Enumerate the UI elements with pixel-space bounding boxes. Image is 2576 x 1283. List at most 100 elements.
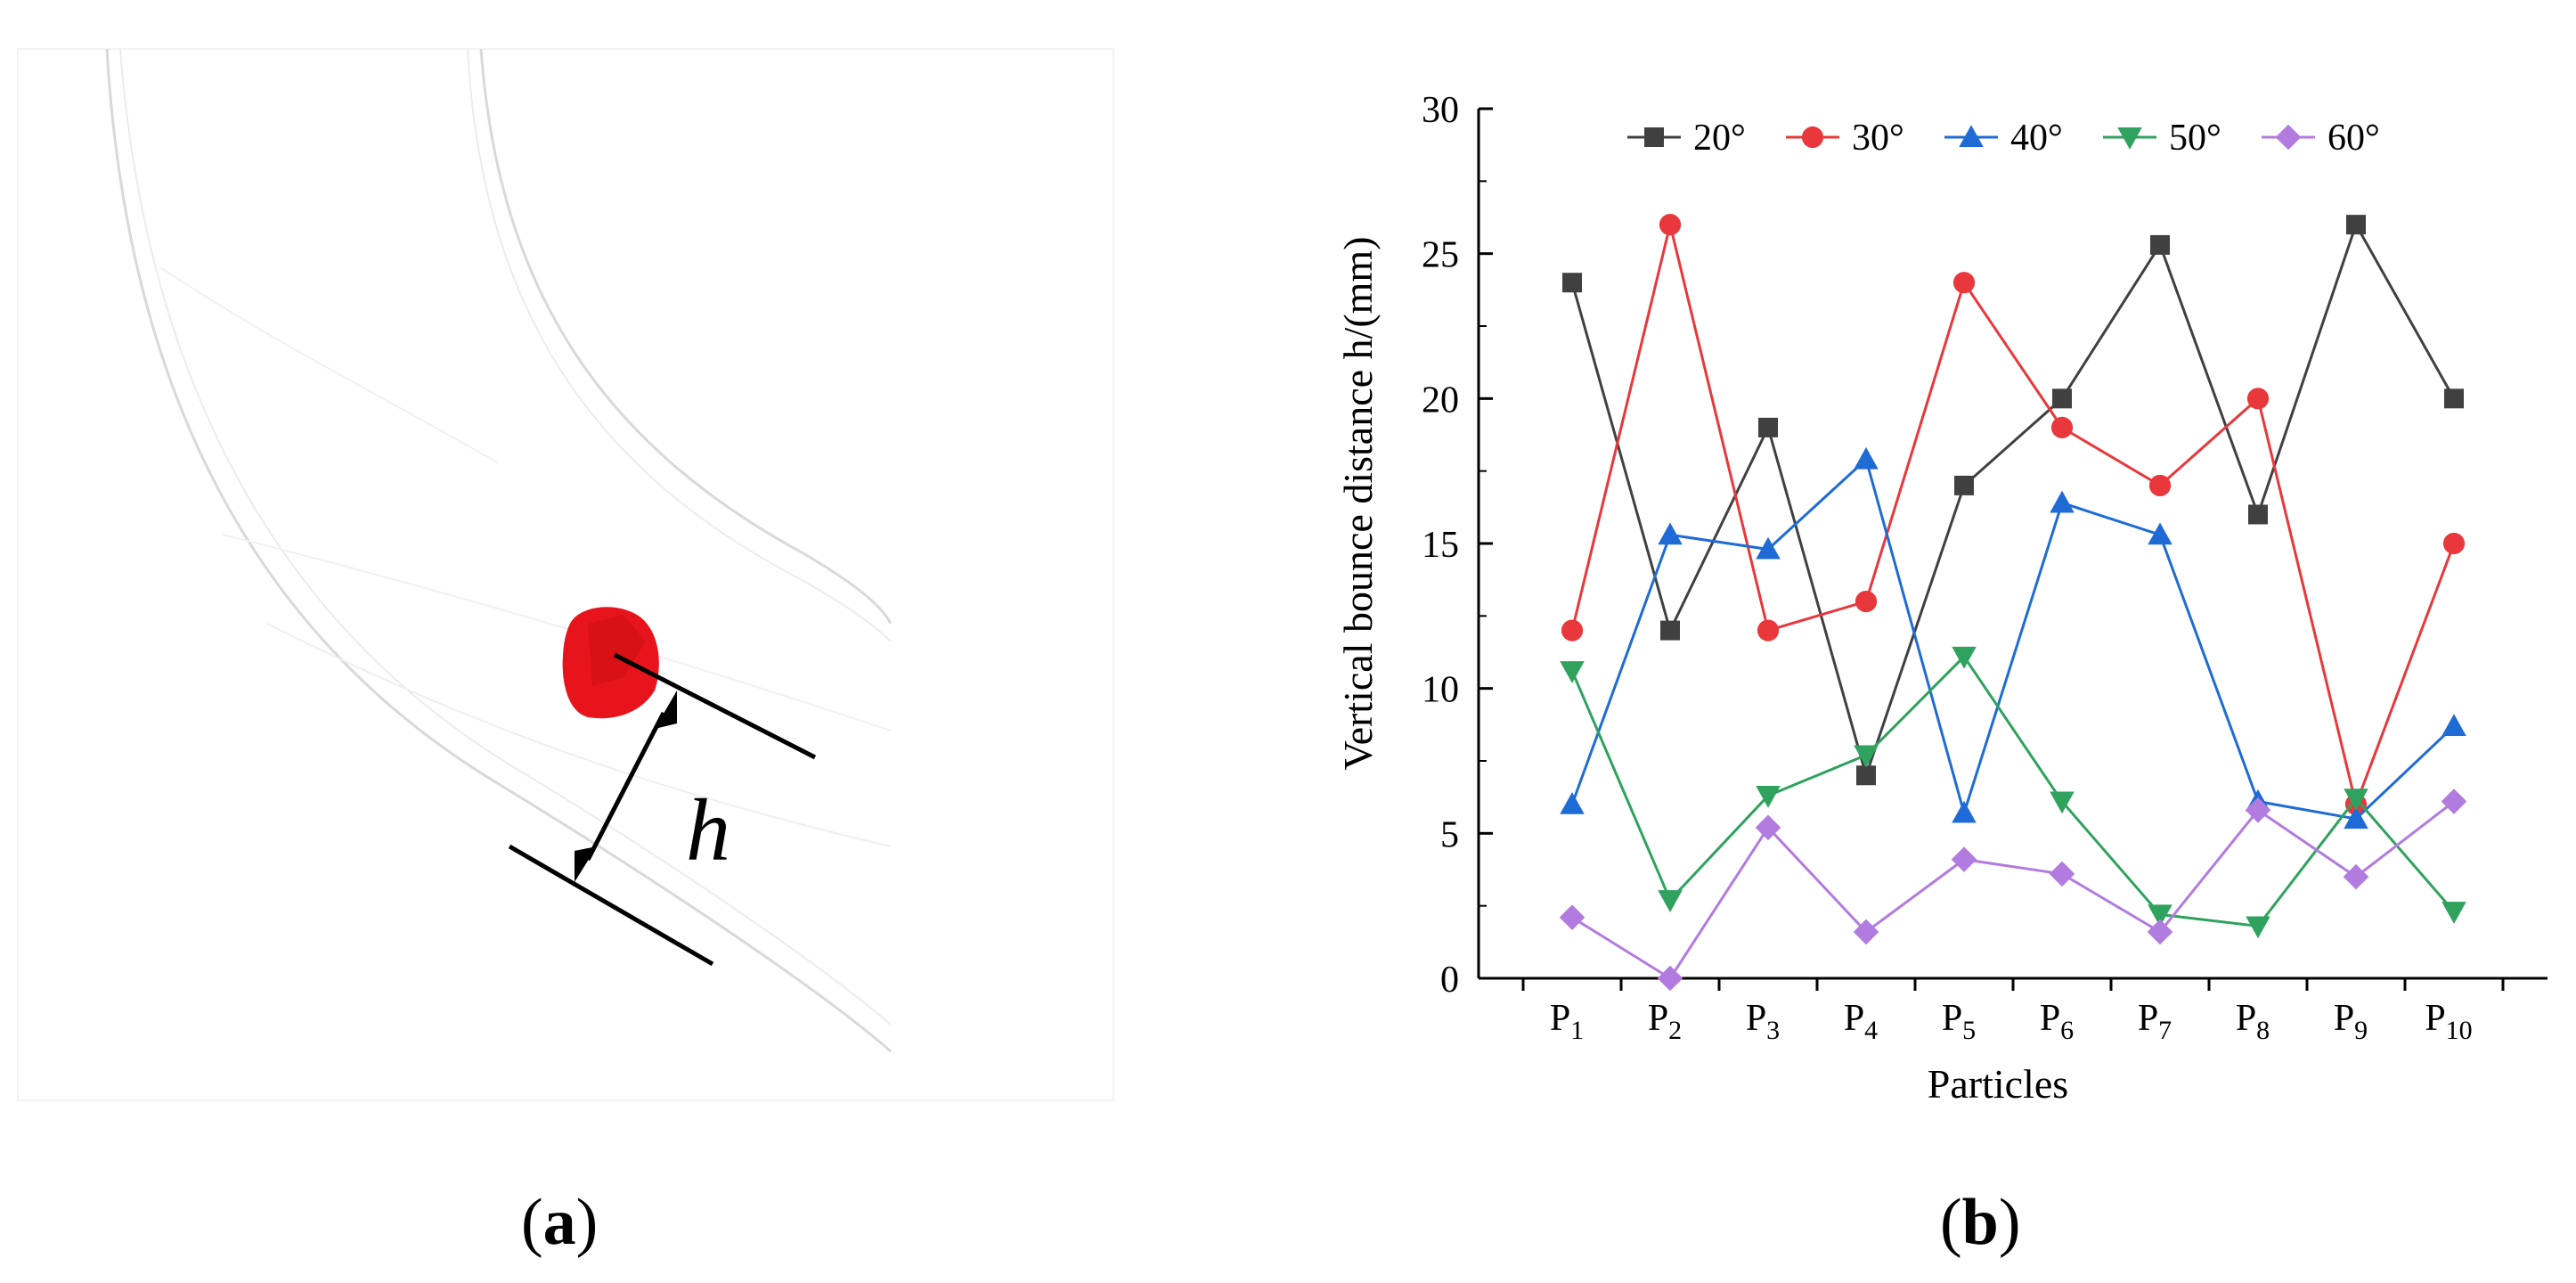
legend-item: 50° <box>2103 118 2221 159</box>
dimension-arrow-line <box>585 711 666 862</box>
series-4 <box>1559 789 2467 992</box>
data-point <box>1562 273 1582 293</box>
legend-item: 20° <box>1627 118 1746 159</box>
data-point <box>2346 215 2366 235</box>
data-point <box>1560 792 1585 814</box>
data-point <box>2344 806 2368 829</box>
data-point <box>2049 861 2075 887</box>
data-point <box>1952 646 1977 669</box>
data-point <box>1756 786 1781 808</box>
y-tick-label: 20 <box>1422 380 1459 421</box>
y-tick-label: 15 <box>1422 525 1459 566</box>
series-line <box>1570 654 2456 928</box>
legend-item: 40° <box>1944 118 2063 159</box>
data-point <box>2344 789 2368 812</box>
y-axis-label: Vertical bounce distance h/(mm) <box>1335 236 1381 770</box>
data-point <box>1658 522 1683 545</box>
x-tick-label: P8 <box>2236 998 2270 1045</box>
data-point <box>1952 800 1977 823</box>
lower-reference-line <box>508 844 714 967</box>
chart-ticks: 0 5 10 15 20 25 30 P1 P2 P3 P4 P5 P6 P7 P8 P9 P10 <box>1422 90 2505 1045</box>
caption-a: (a) <box>521 1186 599 1259</box>
series-0 <box>1562 215 2464 786</box>
series-line <box>1571 800 2455 981</box>
series-line <box>1570 224 2456 809</box>
data-point <box>1854 446 1879 470</box>
data-point <box>2248 504 2268 525</box>
legend-marker <box>2275 124 2302 151</box>
data-point <box>1954 475 1974 495</box>
data-point <box>1951 846 1977 872</box>
data-point <box>2148 474 2172 497</box>
y-tick-label: 25 <box>1422 235 1459 276</box>
legend-marker <box>1644 127 1664 147</box>
y-tick-label: 0 <box>1440 960 1459 1001</box>
data-point <box>2050 490 2075 513</box>
data-point <box>2343 863 2369 890</box>
data-point <box>2246 916 2270 939</box>
pipe-bend <box>105 48 893 1053</box>
data-point <box>2441 714 2466 736</box>
series-line <box>1570 221 2456 780</box>
legend-marker <box>1959 125 1984 147</box>
data-point <box>2147 919 2173 945</box>
illustration-frame <box>17 48 1114 1101</box>
legend-label: 30° <box>1852 118 1904 159</box>
x-tick-label: P6 <box>2040 998 2074 1045</box>
data-point <box>1559 904 1586 930</box>
y-tick-label: 10 <box>1422 670 1459 711</box>
data-point <box>1657 965 1683 992</box>
x-tick-label: P5 <box>1942 998 1976 1045</box>
data-point <box>1755 814 1781 841</box>
legend-label: 40° <box>2010 118 2063 159</box>
data-point <box>2444 388 2464 409</box>
legend-item: 60° <box>2262 118 2380 159</box>
series-line <box>1570 456 2456 821</box>
x-tick-label: P3 <box>1746 998 1780 1045</box>
data-point <box>2052 388 2072 409</box>
legend-marker <box>1801 126 1824 149</box>
data-point <box>1853 919 1879 945</box>
legend-marker <box>2117 127 2142 150</box>
data-point <box>1856 765 1876 786</box>
dimension-label: h <box>686 780 730 879</box>
data-point <box>2150 234 2170 255</box>
particle-facet <box>588 615 646 686</box>
series-2 <box>1560 446 2466 829</box>
data-point <box>1658 890 1683 912</box>
data-point <box>2246 388 2270 410</box>
data-point <box>1758 417 1778 437</box>
chart-legend: 20° 30° 40° 50° 60° <box>1627 118 2380 159</box>
x-tick-label: P2 <box>1648 998 1682 1045</box>
data-point <box>1660 620 1680 641</box>
data-point <box>1560 661 1585 683</box>
data-point <box>2148 904 2172 928</box>
line-chart: 0 5 10 15 20 25 30 P1 P2 P3 P4 P5 P6 P7 P8 P9 P10 20° 30°… <box>1335 90 2547 1107</box>
data-point <box>1854 745 1879 768</box>
y-tick-label: 30 <box>1422 90 1459 131</box>
x-tick-label: P4 <box>1844 998 1878 1045</box>
data-point <box>1756 536 1781 560</box>
data-point <box>2050 791 2075 814</box>
chart-series <box>1559 214 2467 992</box>
x-axis-label: Particles <box>1928 1061 2068 1107</box>
x-tick-label: P10 <box>2425 998 2472 1045</box>
upper-reference-line <box>613 652 817 760</box>
x-tick-label: P9 <box>2334 998 2368 1045</box>
arrowhead-bottom <box>575 846 597 882</box>
y-tick-label: 5 <box>1440 814 1459 855</box>
legend-label: 60° <box>2327 118 2380 159</box>
data-point <box>1659 214 1682 236</box>
data-point <box>2245 797 2271 823</box>
x-tick-label: P7 <box>2138 998 2172 1045</box>
data-point <box>1757 619 1780 642</box>
data-point <box>2148 522 2172 545</box>
data-point <box>2441 789 2467 814</box>
data-point <box>1561 619 1584 642</box>
chart-axes <box>1477 109 2547 980</box>
pipe-illustration: h <box>17 48 1114 1101</box>
arrowhead-top <box>655 691 677 729</box>
panel-b: 0 5 10 15 20 25 30 P1 P2 P3 P4 P5 P6 P7 P8 P9 P10 20° 30°… <box>1292 0 2576 1123</box>
data-point <box>1952 272 1976 294</box>
legend-label: 50° <box>2169 118 2221 159</box>
